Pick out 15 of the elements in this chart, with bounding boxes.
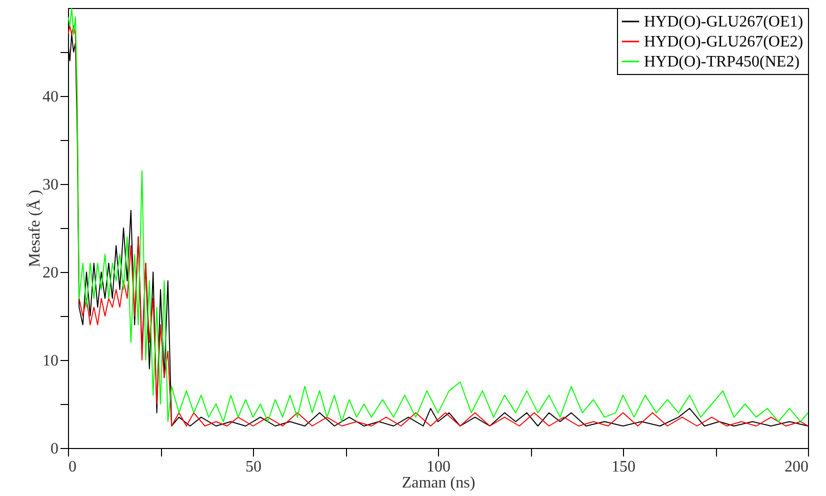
x-tick-label: 150 xyxy=(612,458,636,476)
x-tick-label: 100 xyxy=(426,458,450,476)
y-tick-label: 30 xyxy=(42,176,58,194)
x-tick-label: 200 xyxy=(784,458,808,476)
legend-label: HYD(O)-TRP450(NE2) xyxy=(644,54,800,70)
y-tick-label: 10 xyxy=(42,352,58,370)
legend-label: HYD(O)-GLU267(OE2) xyxy=(644,34,804,50)
x-tick-label: 0 xyxy=(68,458,76,476)
legend-label: HYD(O)-GLU267(OE1) xyxy=(644,14,804,30)
y-tick-label: 40 xyxy=(42,88,58,106)
y-tick-label: 0 xyxy=(50,440,58,458)
y-tick-label: 20 xyxy=(42,264,58,282)
x-axis-title: Zaman (ns) xyxy=(402,474,476,492)
x-tick-label: 50 xyxy=(246,458,262,476)
y-axis-title: Mesafe (Å ) xyxy=(26,190,44,268)
